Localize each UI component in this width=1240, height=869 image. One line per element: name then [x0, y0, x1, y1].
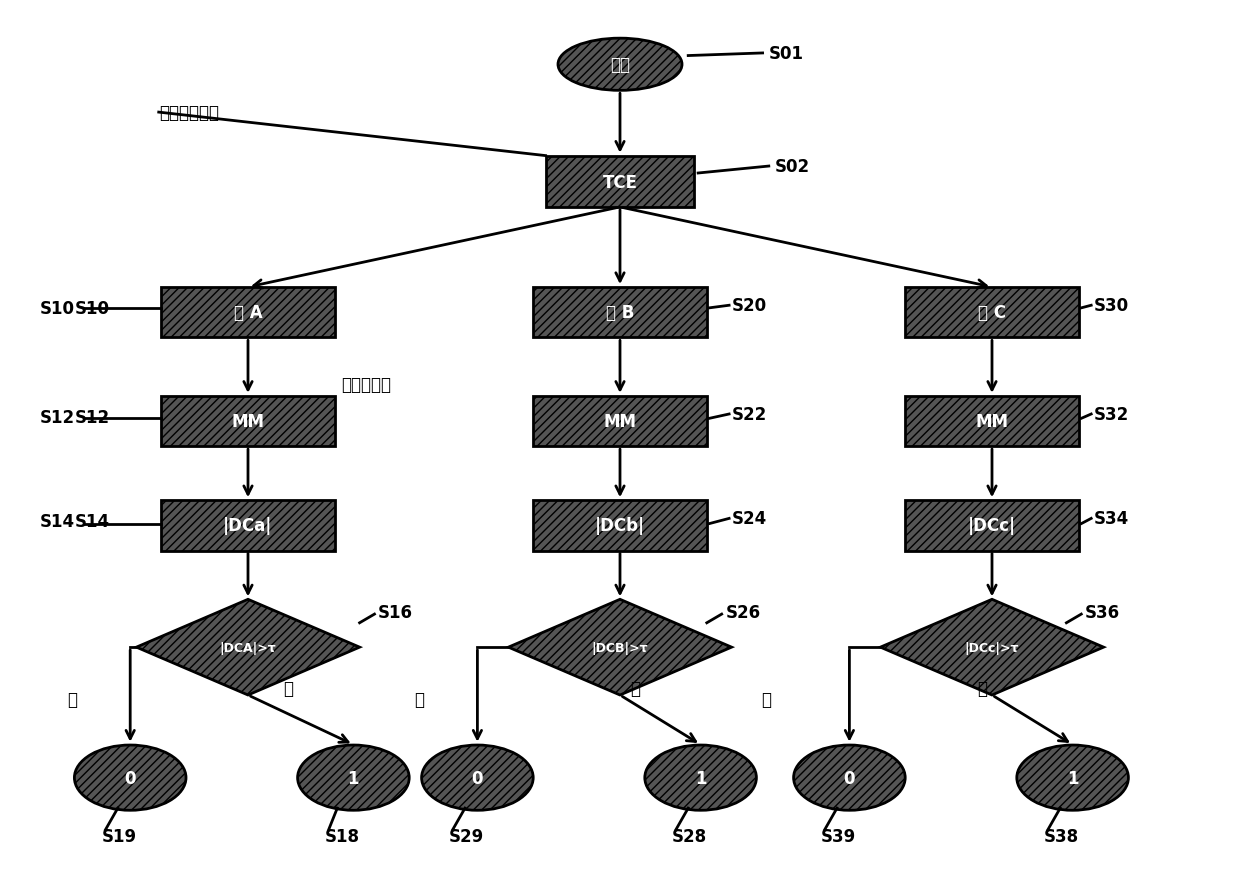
Text: S34: S34: [1094, 510, 1128, 527]
Text: S38: S38: [1044, 827, 1079, 845]
Ellipse shape: [645, 746, 756, 810]
Text: 相 C: 相 C: [978, 304, 1006, 322]
Text: S14: S14: [74, 513, 109, 530]
Text: S10: S10: [74, 300, 109, 317]
Text: 1: 1: [1066, 769, 1079, 786]
Text: 否: 否: [761, 691, 771, 708]
Text: 0: 0: [843, 769, 856, 786]
Text: 0: 0: [124, 769, 136, 786]
Text: |DCA|>τ: |DCA|>τ: [219, 641, 277, 653]
Text: S32: S32: [1094, 406, 1128, 423]
Text: S12: S12: [74, 408, 109, 426]
FancyBboxPatch shape: [533, 501, 707, 551]
Text: S30: S30: [1094, 297, 1128, 315]
FancyBboxPatch shape: [905, 288, 1079, 338]
Text: 三相电流提取: 三相电流提取: [159, 104, 218, 122]
Ellipse shape: [422, 746, 533, 810]
FancyBboxPatch shape: [161, 396, 335, 447]
Text: 数学形态学: 数学形态学: [341, 376, 391, 394]
Text: 是: 是: [977, 680, 987, 697]
Text: S16: S16: [378, 604, 413, 621]
Text: S18: S18: [325, 827, 360, 845]
FancyBboxPatch shape: [546, 157, 694, 208]
Text: S10: S10: [40, 300, 74, 317]
Text: S19: S19: [102, 827, 136, 845]
Polygon shape: [136, 600, 360, 695]
Ellipse shape: [298, 746, 409, 810]
Text: 相 A: 相 A: [233, 304, 263, 322]
Text: MM: MM: [976, 413, 1008, 430]
Text: S24: S24: [732, 510, 766, 527]
Text: |DCc|: |DCc|: [968, 517, 1016, 534]
Text: MM: MM: [232, 413, 264, 430]
Text: 否: 否: [67, 691, 77, 708]
Text: S29: S29: [449, 827, 484, 845]
FancyBboxPatch shape: [161, 288, 335, 338]
Text: 1: 1: [694, 769, 707, 786]
Text: S01: S01: [769, 45, 804, 63]
Text: MM: MM: [604, 413, 636, 430]
Polygon shape: [508, 600, 732, 695]
Text: 1: 1: [347, 769, 360, 786]
Text: S12: S12: [40, 408, 74, 426]
Ellipse shape: [1017, 746, 1128, 810]
Ellipse shape: [74, 746, 186, 810]
Text: S39: S39: [821, 827, 856, 845]
Text: TCE: TCE: [603, 174, 637, 191]
Text: |DCB|>τ: |DCB|>τ: [591, 641, 649, 653]
Text: |DCb|: |DCb|: [595, 517, 645, 534]
Ellipse shape: [558, 39, 682, 91]
Text: S02: S02: [775, 158, 810, 176]
Text: 开始: 开始: [610, 56, 630, 74]
FancyBboxPatch shape: [905, 501, 1079, 551]
FancyBboxPatch shape: [533, 396, 707, 447]
Text: S22: S22: [732, 406, 766, 423]
Text: S20: S20: [732, 297, 766, 315]
Text: 相 B: 相 B: [606, 304, 634, 322]
Text: S28: S28: [672, 827, 707, 845]
Text: 否: 否: [414, 691, 424, 708]
Text: |DCc|>τ: |DCc|>τ: [965, 641, 1019, 653]
Ellipse shape: [794, 746, 905, 810]
Text: S36: S36: [1085, 604, 1120, 621]
Text: 是: 是: [283, 680, 293, 697]
FancyBboxPatch shape: [533, 288, 707, 338]
Text: 是: 是: [630, 680, 640, 697]
Text: S26: S26: [725, 604, 760, 621]
FancyBboxPatch shape: [905, 396, 1079, 447]
Text: 0: 0: [471, 769, 484, 786]
Text: S14: S14: [40, 513, 74, 530]
Text: |DCa|: |DCa|: [223, 517, 273, 534]
Polygon shape: [880, 600, 1104, 695]
FancyBboxPatch shape: [161, 501, 335, 551]
